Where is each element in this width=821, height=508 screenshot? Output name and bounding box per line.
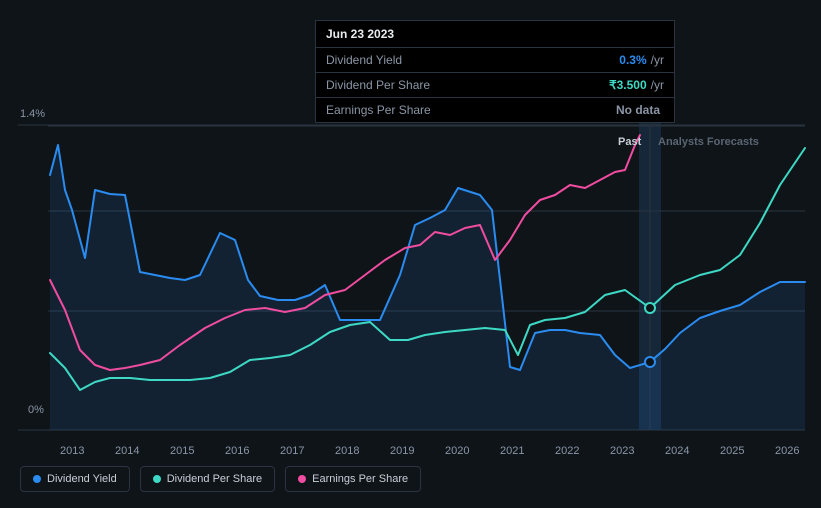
forecast-label: Analysts Forecasts: [658, 136, 759, 148]
chart-legend: Dividend Yield Dividend Per Share Earnings…: [20, 466, 421, 492]
x-axis-label: 2025: [720, 445, 744, 457]
legend-dot-icon: [33, 475, 41, 483]
tooltip-row-suffix: /yr: [651, 78, 664, 92]
tooltip-row-label: Earnings Per Share: [326, 103, 616, 117]
tooltip-row: Dividend Yield0.3% /yr: [316, 48, 674, 73]
x-axis-label: 2018: [335, 445, 359, 457]
x-axis-label: 2017: [280, 445, 304, 457]
legend-item[interactable]: Earnings Per Share: [285, 466, 421, 492]
legend-item[interactable]: Dividend Yield: [20, 466, 130, 492]
tooltip-date: Jun 23 2023: [316, 21, 674, 48]
y-axis-min: 0%: [28, 404, 44, 416]
dividend-chart: Jun 23 2023 Dividend Yield0.3%/yrDividen…: [0, 0, 821, 508]
x-axis-label: 2022: [555, 445, 579, 457]
tooltip-row-label: Dividend Yield: [326, 53, 619, 67]
legend-item-label: Dividend Yield: [47, 473, 117, 485]
tooltip-row-value: ₹3.500: [609, 78, 647, 92]
tooltip-row-suffix: /yr: [651, 53, 664, 67]
legend-dot-icon: [298, 475, 306, 483]
tooltip-row-value: 0.3%: [619, 53, 646, 67]
chart-tooltip: Jun 23 2023 Dividend Yield0.3%/yrDividen…: [315, 20, 675, 123]
x-axis-label: 2014: [115, 445, 139, 457]
tooltip-row: Dividend Per Share₹3.500/yr: [316, 73, 674, 98]
y-axis-max: 1.4%: [20, 108, 45, 120]
past-label: Past: [618, 136, 641, 148]
x-axis-label: 2024: [665, 445, 689, 457]
x-axis-label: 2013: [60, 445, 84, 457]
legend-item[interactable]: Dividend Per Share: [140, 466, 275, 492]
x-axis-label: 2021: [500, 445, 524, 457]
tooltip-row: Earnings Per ShareNo data: [316, 98, 674, 122]
x-axis-label: 2019: [390, 445, 414, 457]
legend-item-label: Dividend Per Share: [167, 473, 262, 485]
x-axis-label: 2016: [225, 445, 249, 457]
x-axis-label: 2020: [445, 445, 469, 457]
legend-item-label: Earnings Per Share: [312, 473, 408, 485]
tooltip-row-label: Dividend Per Share: [326, 78, 609, 92]
tooltip-row-value: No data: [616, 103, 660, 117]
x-axis-label: 2026: [775, 445, 799, 457]
x-axis-label: 2023: [610, 445, 634, 457]
legend-dot-icon: [153, 475, 161, 483]
x-axis-label: 2015: [170, 445, 194, 457]
